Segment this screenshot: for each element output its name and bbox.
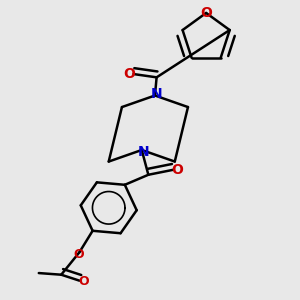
Text: O: O: [73, 248, 84, 261]
Text: O: O: [171, 163, 183, 177]
Text: N: N: [151, 87, 162, 101]
Text: O: O: [124, 67, 136, 81]
Text: O: O: [78, 275, 89, 289]
Text: N: N: [138, 145, 149, 159]
Text: O: O: [200, 6, 212, 20]
